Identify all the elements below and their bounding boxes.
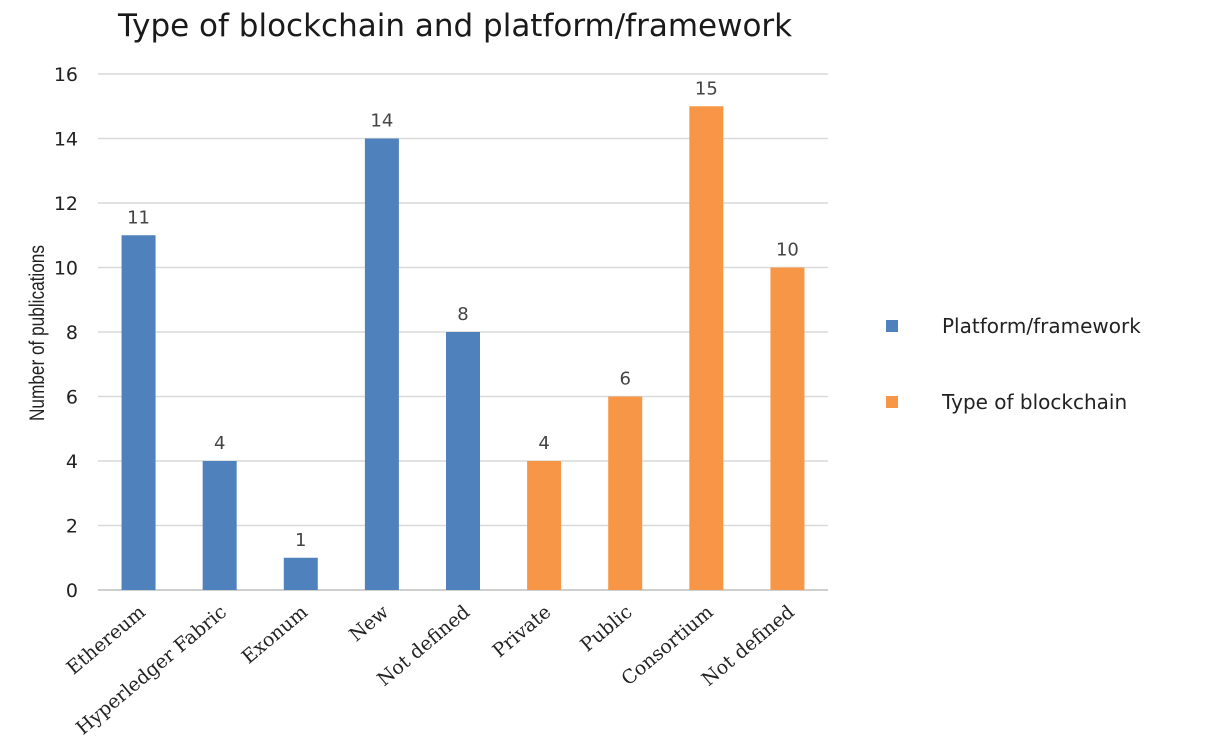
- y-tick-label: 2: [66, 516, 78, 538]
- bar: [202, 461, 237, 590]
- y-tick-label: 16: [54, 64, 78, 86]
- x-tick-label: Hyperledger Fabric: [72, 601, 231, 737]
- bar: [364, 138, 399, 590]
- data-label: 15: [695, 78, 718, 99]
- legend-swatch: [886, 396, 898, 408]
- legend: Platform/framework Type of blockchain: [886, 314, 1141, 414]
- y-tick-label: 10: [54, 258, 78, 280]
- legend-label: Type of blockchain: [941, 390, 1127, 414]
- y-tick-label: 8: [66, 322, 78, 344]
- chart-title: Type of blockchain and platform/framewor…: [118, 8, 793, 44]
- data-label: 6: [619, 369, 630, 390]
- x-tick-label: Public: [576, 601, 636, 656]
- y-tick-label: 4: [66, 451, 78, 473]
- data-label: 4: [538, 433, 549, 454]
- bar: [689, 106, 724, 590]
- y-tick-label: 12: [54, 193, 78, 215]
- y-tick-label: 0: [66, 580, 78, 602]
- data-label: 14: [370, 111, 393, 132]
- y-axis-ticks: 0 2 4 6 8 10 12 14 16: [54, 64, 78, 602]
- x-tick-label: New: [345, 601, 394, 647]
- bar: [527, 461, 562, 590]
- x-tick-label: Private: [488, 601, 555, 662]
- data-label: 4: [214, 433, 225, 454]
- y-tick-label: 6: [66, 387, 78, 409]
- legend-swatch: [886, 320, 898, 332]
- x-tick-label: Exonum: [238, 601, 312, 668]
- bars: [121, 106, 805, 590]
- bar: [446, 332, 480, 590]
- data-label: 1: [295, 530, 306, 551]
- y-axis-label: Number of publications: [27, 245, 50, 421]
- bar: [608, 396, 643, 590]
- bar: [770, 267, 805, 590]
- bar: [121, 235, 156, 590]
- data-label: 8: [457, 304, 468, 325]
- legend-label: Platform/framework: [942, 314, 1141, 338]
- y-tick-label: 14: [54, 129, 78, 151]
- data-label: 10: [776, 240, 799, 261]
- bar: [283, 557, 318, 590]
- data-label: 11: [127, 207, 150, 228]
